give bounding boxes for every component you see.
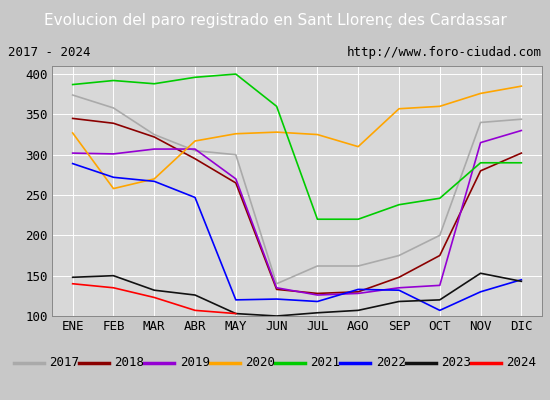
Text: 2023: 2023 [441, 356, 471, 370]
Text: 2018: 2018 [114, 356, 144, 370]
Text: 2021: 2021 [310, 356, 340, 370]
Text: 2017 - 2024: 2017 - 2024 [8, 46, 91, 59]
Text: 2024: 2024 [507, 356, 536, 370]
Text: 2019: 2019 [180, 356, 210, 370]
Text: 2017: 2017 [49, 356, 79, 370]
Text: http://www.foro-ciudad.com: http://www.foro-ciudad.com [347, 46, 542, 59]
Text: 2020: 2020 [245, 356, 275, 370]
Text: 2022: 2022 [376, 356, 406, 370]
Text: Evolucion del paro registrado en Sant Llorenç des Cardassar: Evolucion del paro registrado en Sant Ll… [43, 14, 507, 28]
